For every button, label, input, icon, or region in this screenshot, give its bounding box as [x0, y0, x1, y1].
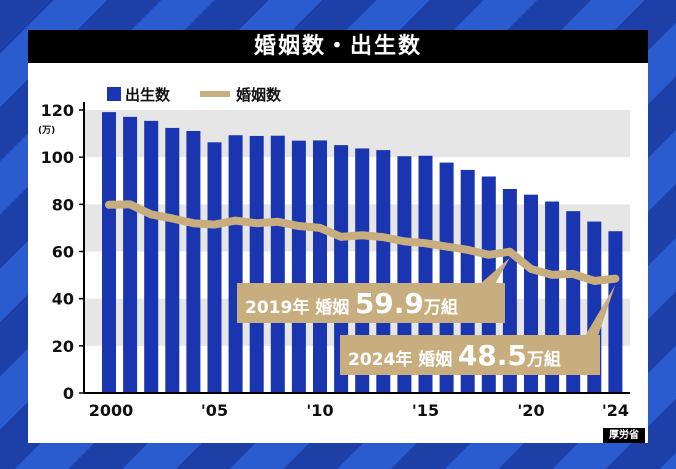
callout-pointer	[480, 257, 510, 284]
callout-value: 59.9	[355, 287, 424, 320]
callout-prefix: 2024年 婚姻	[348, 349, 452, 370]
bar-2010	[313, 140, 327, 393]
marriage-line	[105, 200, 620, 285]
bar-2024	[608, 231, 623, 393]
bar-2009	[291, 140, 306, 393]
bar-2000	[102, 112, 116, 393]
bar-2008	[270, 135, 285, 394]
bar-2005	[207, 142, 222, 393]
chart-title: 婚姻数・出生数	[28, 30, 648, 63]
y-tick-label: 20	[52, 337, 74, 356]
source-label: 厚労省	[603, 428, 645, 443]
callout-text-2024: 2024年 婚姻 48.5万組	[348, 339, 561, 372]
bar-2003	[165, 127, 180, 393]
y-tick-label: 40	[52, 290, 74, 309]
x-tick-label: '15	[412, 401, 439, 420]
bar-2012	[355, 148, 370, 393]
bar-2011	[334, 145, 349, 393]
bar-2006	[228, 135, 243, 393]
callout-unit: 万組	[423, 297, 458, 318]
callout-pointer	[585, 284, 616, 336]
bar-2002	[144, 120, 159, 394]
callout-value: 48.5	[458, 339, 527, 372]
bar-2007	[249, 135, 264, 394]
y-tick-label: 120	[41, 101, 74, 120]
callout-text-2019: 2019年 婚姻 59.9万組	[245, 287, 458, 320]
x-tick-label: '05	[201, 401, 228, 420]
callout-prefix: 2019年 婚姻	[245, 297, 349, 318]
callout-box-2024	[340, 335, 600, 375]
legend-swatch-births	[107, 87, 121, 101]
bar-2015	[418, 155, 433, 393]
y-tick-label: 60	[52, 243, 74, 262]
callout-unit: 万組	[526, 349, 561, 370]
bar-2013	[376, 150, 391, 393]
y-tick-label: 80	[52, 195, 74, 214]
bar-2001	[123, 116, 138, 393]
x-tick-label: '24	[602, 401, 629, 420]
bar-2004	[186, 130, 201, 393]
x-tick-label: 2000	[89, 401, 134, 420]
bar-2014	[397, 156, 412, 393]
y-tick-label: 100	[41, 148, 74, 167]
y-tick-label: 0	[63, 384, 74, 403]
x-tick-label: '10	[306, 401, 333, 420]
legend-swatch-marriages	[200, 91, 230, 97]
y-axis-unit: (万)	[38, 125, 55, 136]
x-tick-label: '20	[517, 401, 544, 420]
callout-box-2019	[237, 283, 505, 323]
legend-label-births: 出生数	[125, 86, 171, 104]
legend-label-marriages: 婚姻数	[236, 86, 282, 104]
